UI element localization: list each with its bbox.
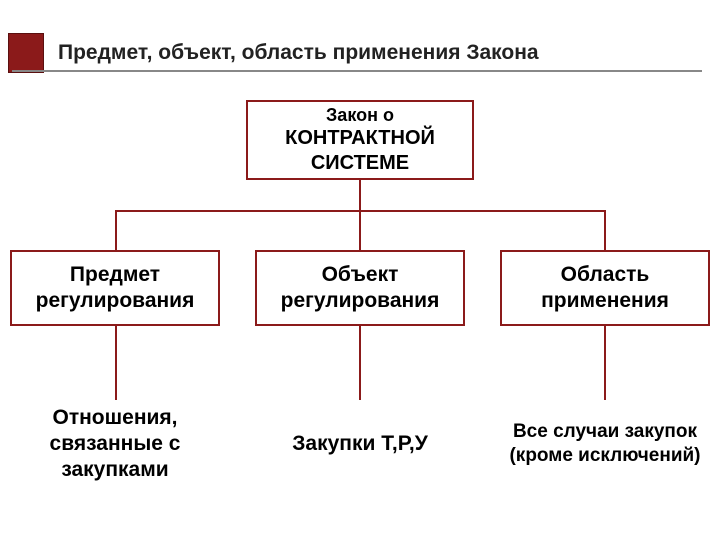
root-line-2: КОНТРАКТНОЙ xyxy=(285,126,435,151)
node-subject: Предмет регулирования xyxy=(10,250,220,326)
conn-mid3-down xyxy=(604,210,606,250)
conn-root-down xyxy=(359,180,361,210)
relations-line-3: закупками xyxy=(61,457,168,483)
purchases-line-1: Закупки Т,Р,У xyxy=(292,431,428,457)
conn-leaf2 xyxy=(359,326,361,400)
allcases-line-2: (кроме исключений) xyxy=(509,444,700,468)
root-line-1: Закон о xyxy=(326,104,394,127)
node-relations: Отношения, связанные с закупками xyxy=(10,400,220,488)
title-underline xyxy=(12,70,702,72)
conn-leaf1 xyxy=(115,326,117,400)
allcases-line-1: Все случаи закупок xyxy=(513,420,697,444)
relations-line-2: связанные с xyxy=(50,431,181,457)
scope-line-2: применения xyxy=(541,288,669,314)
scope-line-1: Область xyxy=(561,262,650,288)
node-purchases: Закупки Т,Р,У xyxy=(255,400,465,488)
node-scope: Область применения xyxy=(500,250,710,326)
page-title: Предмет, объект, область применения Зако… xyxy=(58,41,539,65)
node-allcases: Все случаи закупок (кроме исключений) xyxy=(500,400,710,488)
conn-leaf3 xyxy=(604,326,606,400)
object-line-1: Объект xyxy=(322,262,399,288)
object-line-2: регулирования xyxy=(281,288,440,314)
title-accent-block xyxy=(8,33,44,73)
conn-mid2-down xyxy=(359,210,361,250)
subject-line-1: Предмет xyxy=(70,262,160,288)
relations-line-1: Отношения, xyxy=(53,405,178,431)
root-line-3: СИСТЕМЕ xyxy=(311,151,409,176)
node-root: Закон о КОНТРАКТНОЙ СИСТЕМЕ xyxy=(246,100,474,180)
conn-mid1-down xyxy=(115,210,117,250)
subject-line-2: регулирования xyxy=(36,288,195,314)
node-object: Объект регулирования xyxy=(255,250,465,326)
